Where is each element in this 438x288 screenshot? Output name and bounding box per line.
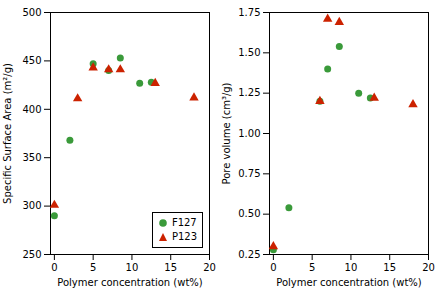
svg-text:10: 10 bbox=[345, 262, 358, 273]
svg-text:0.50: 0.50 bbox=[238, 208, 260, 219]
svg-text:5: 5 bbox=[90, 262, 96, 273]
svg-text:1.50: 1.50 bbox=[238, 47, 260, 58]
svg-text:15: 15 bbox=[164, 262, 177, 273]
svg-text:Polymer concentration (wt%): Polymer concentration (wt%) bbox=[57, 277, 203, 288]
svg-text:1.25: 1.25 bbox=[238, 87, 260, 98]
svg-text:1.00: 1.00 bbox=[238, 128, 260, 139]
svg-text:450: 450 bbox=[22, 55, 41, 66]
svg-text:Polymer concentration (wt%): Polymer concentration (wt%) bbox=[276, 277, 422, 288]
svg-text:20: 20 bbox=[203, 262, 216, 273]
svg-text:10: 10 bbox=[126, 262, 139, 273]
svg-text:15: 15 bbox=[383, 262, 396, 273]
svg-text:5: 5 bbox=[309, 262, 315, 273]
svg-text:0: 0 bbox=[270, 262, 276, 273]
svg-text:250: 250 bbox=[22, 249, 41, 260]
svg-text:1.75: 1.75 bbox=[238, 7, 260, 18]
svg-text:Specific Surface Area (m²/g): Specific Surface Area (m²/g) bbox=[2, 63, 13, 204]
svg-text:300: 300 bbox=[22, 200, 41, 211]
svg-text:500: 500 bbox=[22, 7, 41, 18]
svg-text:0.75: 0.75 bbox=[238, 168, 260, 179]
svg-text:0: 0 bbox=[51, 262, 57, 273]
html-text:F127: F127 bbox=[171, 217, 197, 228]
svg-text:400: 400 bbox=[22, 104, 41, 115]
svg-text:0.25: 0.25 bbox=[238, 249, 260, 260]
html-text:P123: P123 bbox=[171, 231, 197, 242]
svg-text:20: 20 bbox=[422, 262, 435, 273]
svg-text:Pore volume (cm³/g): Pore volume (cm³/g) bbox=[221, 82, 232, 184]
svg-text:350: 350 bbox=[22, 152, 41, 163]
